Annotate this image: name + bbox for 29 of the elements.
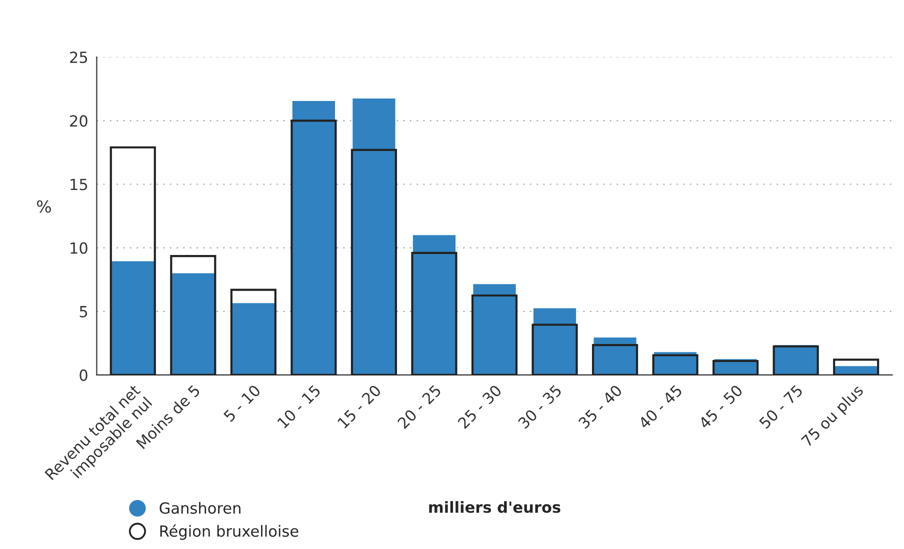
bar <box>592 344 638 375</box>
legend-label: Région bruxelloise <box>160 524 298 540</box>
bar <box>110 146 156 375</box>
x-tick-label: 15 - 20 <box>337 384 382 429</box>
y-tick-label: 20 <box>70 115 88 127</box>
x-tick-label: 45 - 50 <box>698 384 744 430</box>
y-tick-label: 5 <box>80 306 88 318</box>
bar <box>110 260 156 375</box>
bar <box>230 288 276 375</box>
x-axis-title: milliers d'euros <box>429 501 560 513</box>
x-tick-label: 30 - 35 <box>518 384 562 430</box>
bar <box>833 358 880 375</box>
y-tick-label: 25 <box>70 52 88 64</box>
y-tick-label: 0 <box>80 369 88 381</box>
y-axis-title: % <box>36 200 51 213</box>
bar <box>532 324 578 375</box>
bar <box>351 97 397 375</box>
x-tick-label: 35 - 40 <box>578 384 623 430</box>
x-tick-label: 40 - 45 <box>638 384 683 430</box>
x-tick-label: 25 - 30 <box>457 384 502 430</box>
x-tick-label: 50 - 75 <box>758 384 804 430</box>
y-tick-label: 15 <box>70 178 88 190</box>
bar <box>350 148 397 375</box>
x-tick-label: 20 - 25 <box>396 384 442 430</box>
x-tick-label: 10 - 15 <box>276 384 322 429</box>
bar <box>230 302 276 375</box>
x-tick-label: 5 - 10 <box>223 384 262 422</box>
legend-label: Ganshoren <box>160 502 240 514</box>
y-tick-label: 10 <box>70 242 88 254</box>
